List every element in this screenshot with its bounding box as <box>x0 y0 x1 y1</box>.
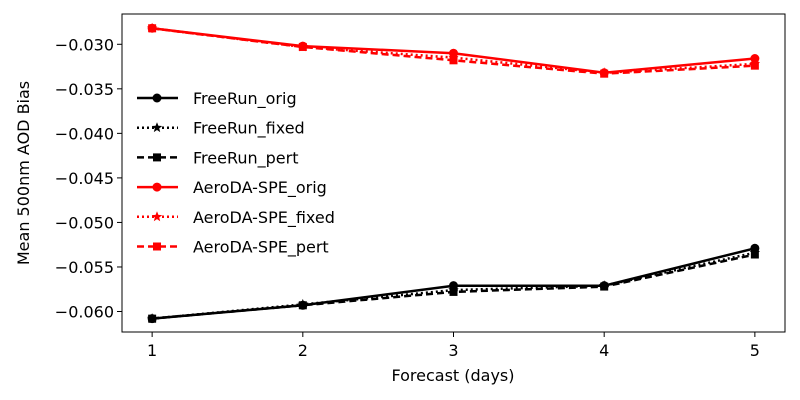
legend-label-aeroda-spe-fixed: AeroDA-SPE_fixed <box>193 208 335 228</box>
legend-marker-freerun-pert <box>153 153 161 162</box>
data-point-freerun-pert <box>298 301 307 310</box>
data-point-aeroda-spe-pert <box>148 24 157 33</box>
legend-marker-freerun-fixed <box>151 122 163 133</box>
legend-label-aeroda-spe-pert: AeroDA-SPE_pert <box>193 238 329 258</box>
data-point-aeroda-spe-pert <box>298 42 307 51</box>
series-layer <box>146 22 761 324</box>
legend-marker-aeroda-spe-fixed <box>151 211 163 222</box>
y-axis-label: Mean 500nm AOD Bias <box>14 81 33 265</box>
x-tick-label: 2 <box>298 341 308 360</box>
x-tick-label: 4 <box>599 341 609 360</box>
data-point-freerun-pert <box>600 282 609 291</box>
legend-label-aeroda-spe-orig: AeroDA-SPE_orig <box>193 178 327 198</box>
y-tick-label: −0.030 <box>55 35 114 54</box>
x-tick-label: 3 <box>448 341 458 360</box>
x-tick-label: 5 <box>750 341 760 360</box>
y-tick-label: −0.050 <box>55 213 114 232</box>
legend-marker-freerun-orig <box>152 93 162 103</box>
data-point-aeroda-spe-pert <box>600 69 609 78</box>
data-point-aeroda-spe-pert <box>750 61 759 70</box>
legend-label-freerun-pert: FreeRun_pert <box>193 148 298 168</box>
y-tick-label: −0.055 <box>55 258 114 277</box>
data-point-freerun-pert <box>449 287 458 296</box>
y-tick-label: −0.040 <box>55 124 114 143</box>
data-point-aeroda-spe-pert <box>449 56 458 65</box>
x-axis-ticks: 1 2 3 4 5 <box>147 332 760 360</box>
y-tick-label: −0.060 <box>55 303 114 322</box>
legend: FreeRun_orig FreeRun_fixed FreeRun_pert Aer… <box>137 89 335 258</box>
legend-marker-aeroda-spe-orig <box>152 182 162 192</box>
y-tick-label: −0.045 <box>55 169 114 188</box>
data-point-freerun-pert <box>148 314 157 323</box>
legend-marker-aeroda-spe-pert <box>153 242 161 251</box>
legend-label-freerun-orig: FreeRun_orig <box>193 89 297 109</box>
x-tick-label: 1 <box>147 341 157 360</box>
y-tick-label: −0.035 <box>55 80 114 99</box>
data-point-freerun-pert <box>750 250 759 259</box>
x-axis-label: Forecast (days) <box>391 366 514 385</box>
legend-label-freerun-fixed: FreeRun_fixed <box>193 119 305 139</box>
y-axis-ticks: −0.030 −0.035 −0.040 −0.045 −0.050 −0.055 −0.0… <box>55 35 122 322</box>
